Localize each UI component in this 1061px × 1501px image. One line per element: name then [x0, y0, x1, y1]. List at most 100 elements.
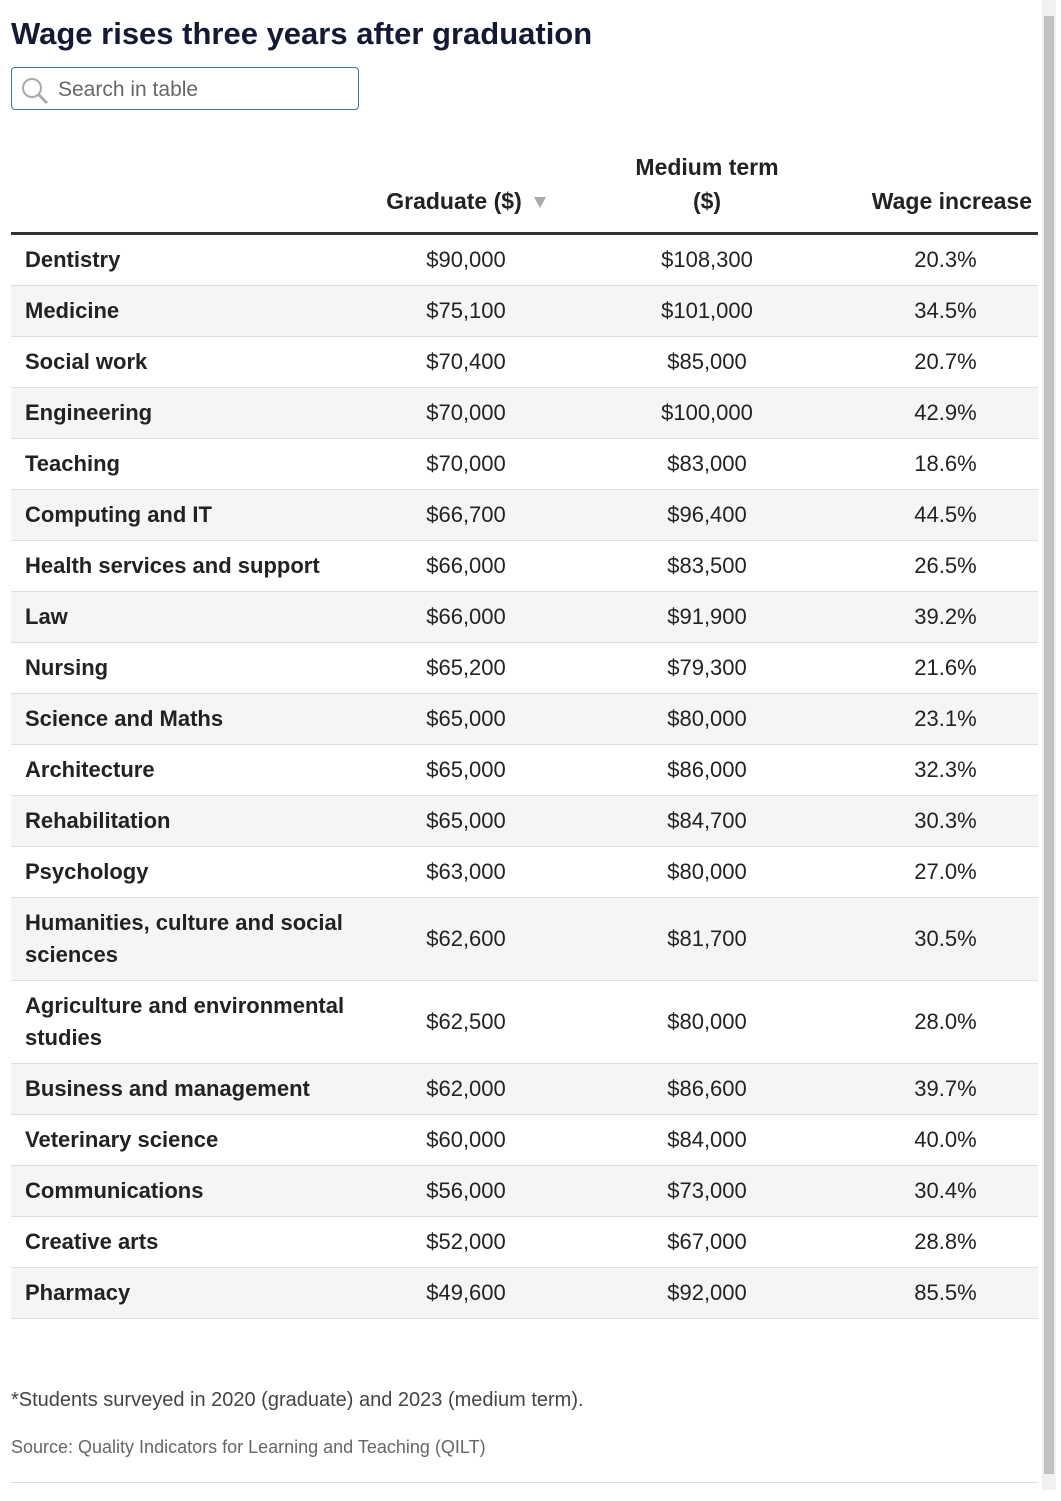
table-cell: $60,000 [371, 1114, 561, 1166]
table-row: Teaching $70,000 $83,000 18.6% [11, 438, 1038, 490]
table-cell: $83,000 [561, 438, 853, 490]
table-cell: $62,500 [371, 980, 561, 1064]
table-cell: $86,000 [561, 744, 853, 796]
row-label: Law [11, 591, 371, 643]
table-row: Creative arts $52,000 $67,000 28.8% [11, 1216, 1038, 1268]
table-row: Rehabilitation $65,000 $84,700 30.3% [11, 795, 1038, 847]
table-row: Social work $70,400 $85,000 20.7% [11, 336, 1038, 388]
row-label: Computing and IT [11, 489, 371, 541]
table-cell: 30.5% [853, 897, 1038, 981]
table-cell: $70,400 [371, 336, 561, 388]
table-cell: $70,000 [371, 438, 561, 490]
table-cell: $62,600 [371, 897, 561, 981]
table-row: Agriculture and environmental studies $62… [11, 980, 1038, 1064]
table-row: Medicine $75,100 $101,000 34.5% [11, 285, 1038, 337]
table-cell: $80,000 [561, 846, 853, 898]
row-label: Business and management [11, 1063, 371, 1115]
table-cell: $65,000 [371, 744, 561, 796]
row-label: Creative arts [11, 1216, 371, 1268]
column-header-text: Graduate ($) [386, 188, 522, 214]
table-row: Humanities, culture and social sciences $… [11, 897, 1038, 981]
table-cell: $62,000 [371, 1063, 561, 1115]
column-header[interactable]: Medium term ($) [561, 150, 853, 235]
table-cell: 20.3% [853, 233, 1038, 286]
table-cell: $80,000 [561, 693, 853, 745]
table-cell: $84,700 [561, 795, 853, 847]
row-label: Humanities, culture and social sciences [11, 897, 371, 981]
table-cell: 42.9% [853, 387, 1038, 439]
row-label: Agriculture and environmental studies [11, 980, 371, 1064]
column-header-text: Medium term ($) [635, 154, 779, 214]
table-row: Dentistry $90,000 $108,300 20.3% [11, 233, 1038, 286]
footnote: *Students surveyed in 2020 (graduate) an… [11, 1389, 584, 1411]
table-cell: $67,000 [561, 1216, 853, 1268]
table-cell: $52,000 [371, 1216, 561, 1268]
row-label: Veterinary science [11, 1114, 371, 1166]
scrollbar[interactable] [1042, 0, 1056, 1490]
row-label: Medicine [11, 285, 371, 337]
table-row: Health services and support $66,000 $83,50… [11, 540, 1038, 592]
column-header [11, 150, 371, 235]
table-row: Business and management $62,000 $86,600 39.… [11, 1063, 1038, 1115]
table-cell: $80,000 [561, 980, 853, 1064]
table-cell: 30.3% [853, 795, 1038, 847]
table-cell: 26.5% [853, 540, 1038, 592]
table-cell: $65,000 [371, 795, 561, 847]
table-cell: $66,000 [371, 540, 561, 592]
source: Source: Quality Indicators for Learning … [11, 1437, 486, 1457]
data-table: Graduate ($) Medium term ($) Wage increase… [11, 150, 1038, 1319]
table-cell: 39.2% [853, 591, 1038, 643]
table-cell: 23.1% [853, 693, 1038, 745]
scrollbar-thumb[interactable] [1044, 16, 1054, 1474]
table-cell: 34.5% [853, 285, 1038, 337]
row-label: Nursing [11, 642, 371, 694]
table-head: Graduate ($) Medium term ($) Wage increase [11, 150, 1038, 235]
table-cell: $101,000 [561, 285, 853, 337]
sort-arrow [533, 197, 546, 209]
table-cell: $63,000 [371, 846, 561, 898]
row-label: Dentistry [11, 233, 371, 286]
search-input[interactable] [56, 74, 350, 106]
table-cell: $79,300 [561, 642, 853, 694]
row-label: Teaching [11, 438, 371, 490]
column-header[interactable]: Graduate ($) [371, 150, 561, 235]
table-cell: 18.6% [853, 438, 1038, 490]
table-cell: 39.7% [853, 1063, 1038, 1115]
title: Wage rises three years after graduation [11, 16, 593, 51]
row-label: Psychology [11, 846, 371, 898]
table-cell: $56,000 [371, 1165, 561, 1217]
table-cell: $83,500 [561, 540, 853, 592]
table-row: Science and Maths $65,000 $80,000 23.1% [11, 693, 1038, 745]
table-cell: 27.0% [853, 846, 1038, 898]
table-row: Nursing $65,200 $79,300 21.6% [11, 642, 1038, 694]
table-cell: $66,700 [371, 489, 561, 541]
table-row: Computing and IT $66,700 $96,400 44.5% [11, 489, 1038, 541]
table-cell: $65,200 [371, 642, 561, 694]
table-cell: $66,000 [371, 591, 561, 643]
table-row: Architecture $65,000 $86,000 32.3% [11, 744, 1038, 796]
column-header[interactable]: Wage increase [853, 150, 1038, 235]
table-cell: $108,300 [561, 233, 853, 286]
table-cell: $70,000 [371, 387, 561, 439]
row-label: Pharmacy [11, 1267, 371, 1319]
table-cell: $90,000 [371, 233, 561, 286]
search-box[interactable] [11, 67, 359, 110]
row-label: Rehabilitation [11, 795, 371, 847]
table-cell: 21.6% [853, 642, 1038, 694]
table-cell: 40.0% [853, 1114, 1038, 1166]
table-cell: $85,000 [561, 336, 853, 388]
row-label: Science and Maths [11, 693, 371, 745]
table-body: Dentistry $90,000 $108,300 20.3% Medicine $75… [11, 233, 1038, 1319]
column-header-text: Wage increase [871, 188, 1032, 214]
table-cell: 28.0% [853, 980, 1038, 1064]
table-cell: 28.8% [853, 1216, 1038, 1268]
row-label: Social work [11, 336, 371, 388]
table-row: Pharmacy $49,600 $92,000 85.5% [11, 1267, 1038, 1319]
table-cell: $92,000 [561, 1267, 853, 1319]
table-cell: $65,000 [371, 693, 561, 745]
table-cell: 85.5% [853, 1267, 1038, 1319]
table-row: Communications $56,000 $73,000 30.4% [11, 1165, 1038, 1217]
bottom-rule [11, 1482, 1038, 1483]
